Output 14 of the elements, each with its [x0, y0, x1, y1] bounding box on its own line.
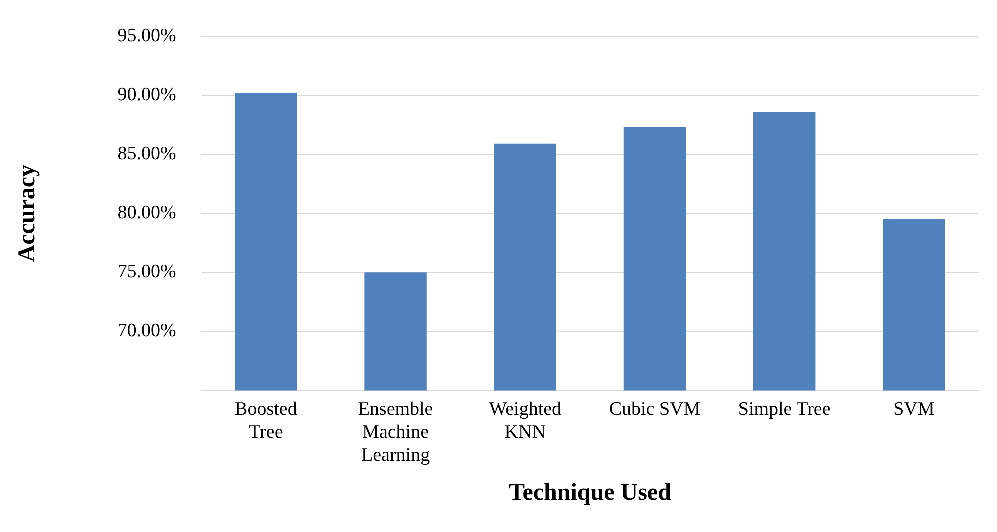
y-tick-label: 95.00% — [118, 25, 177, 46]
x-tick-label: SVM — [894, 399, 935, 420]
x-axis-title: Technique Used — [508, 480, 672, 506]
y-tick-label: 80.00% — [118, 202, 177, 224]
x-tick-label: Weighted KNN — [489, 399, 562, 443]
y-tick-label: 90.00% — [118, 84, 177, 106]
y-axis-title: Accuracy — [14, 164, 41, 262]
x-tick-label: Cubic SVM — [609, 399, 701, 420]
x-tick-label: Simple Tree — [738, 399, 831, 420]
x-tick-label: Ensemble Machine Learning — [358, 399, 434, 466]
y-tick-label: 75.00% — [118, 262, 177, 283]
y-tick-label: 70.00% — [118, 320, 177, 342]
y-tick-label: 85.00% — [118, 144, 177, 165]
x-tick-label: Boosted Tree — [235, 399, 298, 443]
